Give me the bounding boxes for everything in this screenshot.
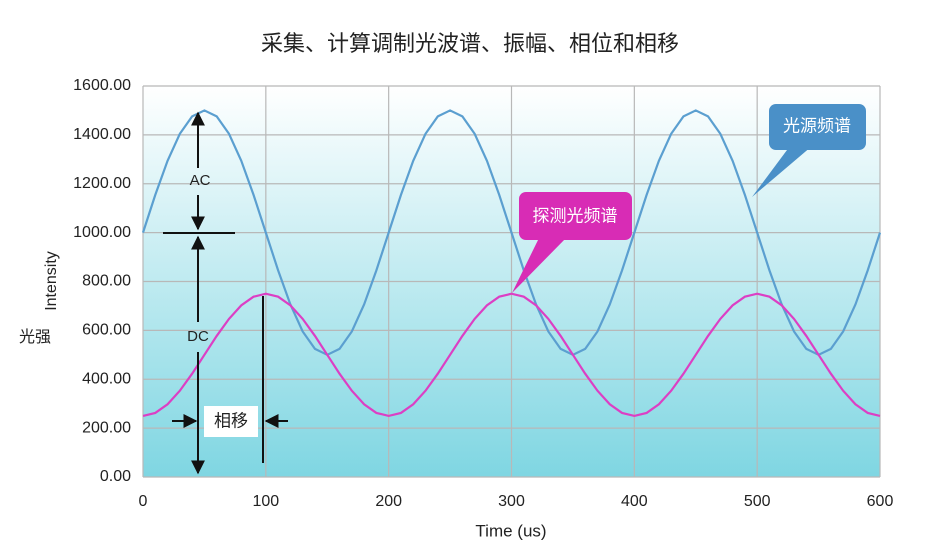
x-axis-label: Time (us) <box>475 521 546 540</box>
x-tick-label: 300 <box>498 493 525 510</box>
callout-label: 光源频谱 <box>783 116 851 135</box>
x-tick-label: 200 <box>375 493 402 510</box>
x-tick-label: 400 <box>621 493 648 510</box>
phase-box <box>204 406 258 437</box>
x-tick-label: 600 <box>867 493 894 510</box>
x-tick-label: 500 <box>744 493 771 510</box>
y-tick-label: 400.00 <box>82 370 131 387</box>
y-axis-label: Intensity <box>43 251 60 311</box>
y-tick-label: 800.00 <box>82 273 131 290</box>
y-tick-label: 1600.00 <box>73 77 131 94</box>
y-tick-label: 1200.00 <box>73 175 131 192</box>
annotations <box>163 111 288 475</box>
callout-box <box>769 104 866 150</box>
x-tick-label: 0 <box>139 493 148 510</box>
callout-label: 探测光频谱 <box>533 206 618 225</box>
callout-box <box>519 192 632 240</box>
callout-pointer <box>512 236 568 293</box>
y-tick-label: 1400.00 <box>73 126 131 143</box>
callout-pointer <box>752 146 812 197</box>
series-line <box>142 292 881 418</box>
y-tick-label: 1000.00 <box>73 224 131 241</box>
ac-label: AC <box>190 172 211 189</box>
x-tick-label: 100 <box>252 493 279 510</box>
y-tick-label: 200.00 <box>82 419 131 436</box>
chart-title: 采集、计算调制光波谱、振幅、相位和相移 <box>261 31 679 56</box>
y-tick-label: 600.00 <box>82 322 131 339</box>
dc-label: DC <box>187 328 209 345</box>
series-line <box>141 109 882 357</box>
y-axis-label-cn: 光强 <box>19 328 51 346</box>
y-tick-label: 0.00 <box>100 468 131 485</box>
phase-label: 相移 <box>214 411 248 430</box>
